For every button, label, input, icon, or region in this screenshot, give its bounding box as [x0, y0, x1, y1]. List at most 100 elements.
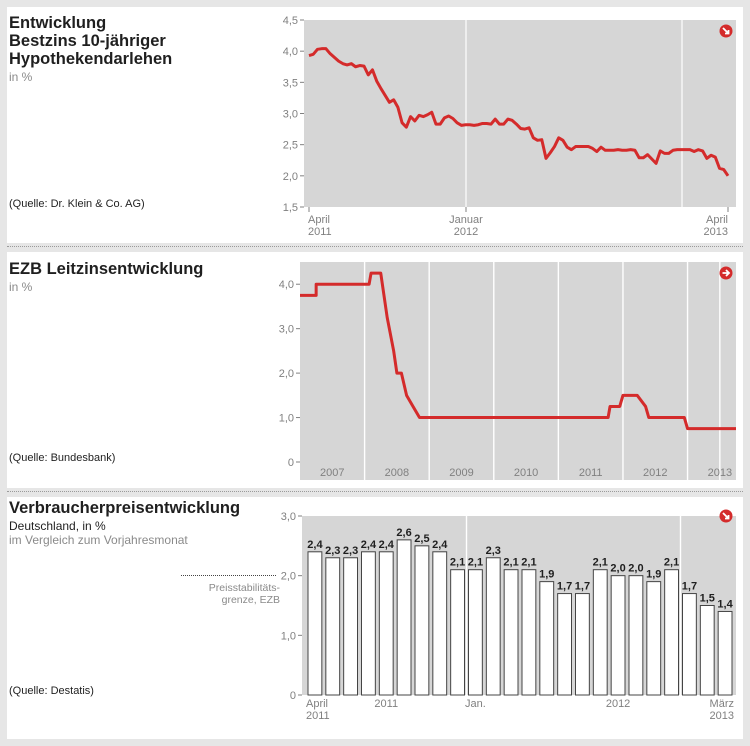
- x-tick-label: Jan.: [465, 698, 486, 710]
- y-tick-label: 2,0: [283, 171, 298, 183]
- y-tick-label: 4,0: [279, 279, 294, 291]
- bar-value-label: 2,4: [361, 539, 377, 551]
- bar: [575, 593, 590, 696]
- bar-value-label: 1,9: [646, 569, 661, 581]
- bar-value-label: 1,4: [717, 598, 733, 610]
- bar: [450, 569, 465, 696]
- bar: [592, 569, 608, 696]
- x-tick-label: April 2011: [308, 214, 332, 238]
- section-divider: [7, 491, 743, 492]
- x-tick-label: 2009: [449, 467, 473, 479]
- series-line: [308, 47, 730, 177]
- x-tick-label: 2007: [320, 467, 344, 479]
- bar: [699, 605, 715, 696]
- chart3-subtitle-2: im Vergleich zum Vorjahresmonat: [9, 533, 188, 547]
- bar: [432, 551, 448, 696]
- bar-value-label: 2,1: [664, 557, 679, 569]
- bar-value-label: 2,1: [521, 557, 536, 569]
- y-tick-label: 2,5: [283, 140, 298, 152]
- y-tick-label: 3,0: [279, 324, 294, 336]
- bar-value-label: 2,4: [307, 539, 323, 551]
- x-axis-band: [300, 462, 736, 480]
- y-tick-label: 3,0: [281, 511, 296, 523]
- section-divider: [7, 246, 743, 247]
- plot-area: [300, 262, 736, 462]
- bar-value-label: 2,1: [503, 557, 518, 569]
- trend-arrow: [722, 512, 730, 520]
- x-tick-label: 2010: [514, 467, 538, 479]
- bar: [646, 581, 662, 696]
- chart2-source: (Quelle: Bundesbank): [9, 452, 116, 464]
- bar-value-label: 2,1: [468, 557, 483, 569]
- bar: [521, 569, 537, 696]
- chart3-title: Verbraucherpreisentwicklung: [9, 499, 241, 517]
- bar: [557, 593, 573, 696]
- y-tick-label: 4,0: [283, 46, 298, 58]
- y-tick-label: 1,0: [281, 630, 296, 642]
- reference-label: Preisstabilitäts- grenze, EZB: [208, 582, 280, 606]
- bar-value-label: 1,5: [700, 593, 715, 605]
- bar: [468, 569, 483, 696]
- arrow-down-right-icon: [719, 509, 733, 523]
- bar: [378, 551, 394, 696]
- bar-value-label: 1,7: [682, 581, 697, 593]
- y-tick-label: 2,0: [279, 368, 294, 380]
- bar: [610, 575, 626, 696]
- y-tick-label: 3,5: [283, 77, 298, 89]
- bar-value-label: 2,0: [628, 563, 643, 575]
- trend-arrow: [722, 27, 730, 35]
- bar: [503, 569, 519, 696]
- bar-value-label: 2,4: [379, 539, 395, 551]
- bar-value-label: 2,3: [343, 545, 358, 557]
- bar-value-label: 2,1: [593, 557, 608, 569]
- x-tick-label: 2008: [385, 467, 409, 479]
- chart2-subtitle: in %: [9, 280, 33, 294]
- arrow-right-icon: [719, 266, 733, 280]
- bar-value-label: 1,7: [557, 581, 572, 593]
- x-tick-label: April 2013: [704, 214, 728, 238]
- x-tick-label: April 2011: [306, 698, 330, 722]
- x-tick-label: 2011: [579, 467, 603, 479]
- bar: [682, 593, 697, 696]
- bar: [325, 557, 341, 696]
- bar: [539, 581, 555, 696]
- bar-value-label: 1,9: [539, 569, 554, 581]
- x-tick-label: März 2013: [710, 698, 734, 722]
- y-tick-label: 3,0: [283, 109, 298, 121]
- series-line: [300, 271, 736, 431]
- bar-value-label: 2,0: [610, 563, 625, 575]
- bar: [664, 569, 680, 696]
- x-tick-label: Januar 2012: [449, 214, 483, 238]
- bar: [307, 551, 323, 696]
- chart3-source: (Quelle: Destatis): [9, 685, 94, 697]
- chart3-subtitle: Deutschland, in %: [9, 519, 106, 533]
- bar: [343, 557, 358, 696]
- chart1-subtitle: in %: [9, 70, 33, 84]
- bar: [485, 557, 501, 696]
- bar: [396, 539, 412, 696]
- chart2-title: EZB Leitzinsentwicklung: [9, 260, 204, 278]
- y-tick-label: 0: [288, 457, 294, 469]
- bar-value-label: 2,3: [486, 545, 501, 557]
- bar: [628, 575, 644, 696]
- x-tick-label: 2012: [643, 467, 667, 479]
- reference-line-marker: [181, 575, 276, 576]
- x-tick-label: 2011: [374, 698, 398, 710]
- y-tick-label: 1,0: [279, 413, 294, 425]
- chart1-title: Entwicklung Bestzins 10-jähriger Hypothe…: [9, 14, 173, 68]
- bar-value-label: 2,6: [396, 527, 411, 539]
- bar: [361, 551, 376, 696]
- y-tick-label: 2,0: [281, 571, 296, 583]
- bar: [717, 610, 733, 696]
- bar-value-label: 2,4: [432, 539, 448, 551]
- bar-value-label: 2,1: [450, 557, 465, 569]
- bar-value-label: 2,3: [325, 545, 340, 557]
- y-tick-label: 1,5: [283, 202, 298, 214]
- bar: [414, 545, 430, 696]
- y-tick-label: 0: [290, 690, 296, 702]
- plot-area: [304, 20, 736, 207]
- x-tick-label: 2012: [606, 698, 630, 710]
